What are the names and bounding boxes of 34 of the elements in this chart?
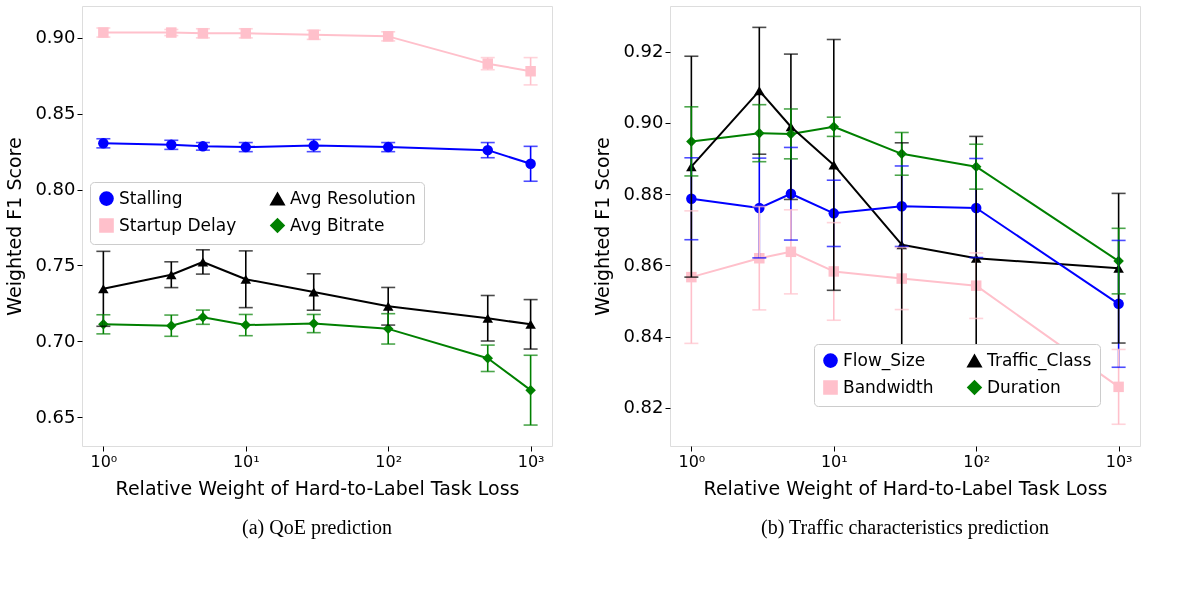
y-tick-label: 0.75: [35, 253, 76, 275]
legend-label: Avg Bitrate: [290, 214, 385, 235]
x-tick-label: 10⁰: [90, 451, 118, 471]
y-tick-label: 0.80: [35, 178, 76, 200]
x-tick-label: 10³: [1105, 451, 1133, 471]
y-tick-label: 0.84: [623, 325, 664, 347]
x-axis-title: Relative Weight of Hard-to-Label Task Loss: [115, 476, 520, 499]
y-axis-title: Weighted F1 Score: [591, 137, 614, 316]
x-tick-label: 10¹: [232, 451, 260, 471]
x-tick-label: 10²: [963, 451, 991, 471]
x-tick-label: 10⁰: [678, 451, 706, 471]
legend-label: Duration: [987, 376, 1061, 397]
x-tick-label: 10²: [375, 451, 403, 471]
y-tick-label: 0.88: [623, 182, 664, 204]
legend-label: Startup Delay: [119, 214, 237, 235]
y-tick-label: 0.70: [35, 329, 76, 351]
y-axis-title: Weighted F1 Score: [3, 137, 26, 316]
y-tick-label: 0.90: [623, 111, 664, 133]
y-tick-label: 0.82: [623, 396, 664, 418]
legend-label: Traffic_Class: [986, 350, 1092, 372]
y-tick-label: 0.90: [35, 26, 76, 48]
y-tick-label: 0.65: [35, 405, 76, 427]
legend-label: Avg Resolution: [290, 188, 416, 209]
x-axis-title: Relative Weight of Hard-to-Label Task Loss: [703, 476, 1108, 499]
legend-label: Flow_Size: [843, 349, 926, 371]
x-tick-label: 10³: [517, 451, 545, 471]
y-tick-label: 0.85: [35, 102, 76, 124]
x-tick-label: 10¹: [820, 451, 848, 471]
y-tick-label: 0.92: [623, 40, 664, 62]
text: (b) Traffic characteristics prediction: [761, 516, 1049, 539]
y-tick-label: 0.86: [623, 253, 664, 275]
text: (a) QoE prediction: [242, 516, 392, 539]
legend-label: Stalling: [119, 187, 183, 208]
legend-label: Bandwidth: [843, 376, 934, 397]
